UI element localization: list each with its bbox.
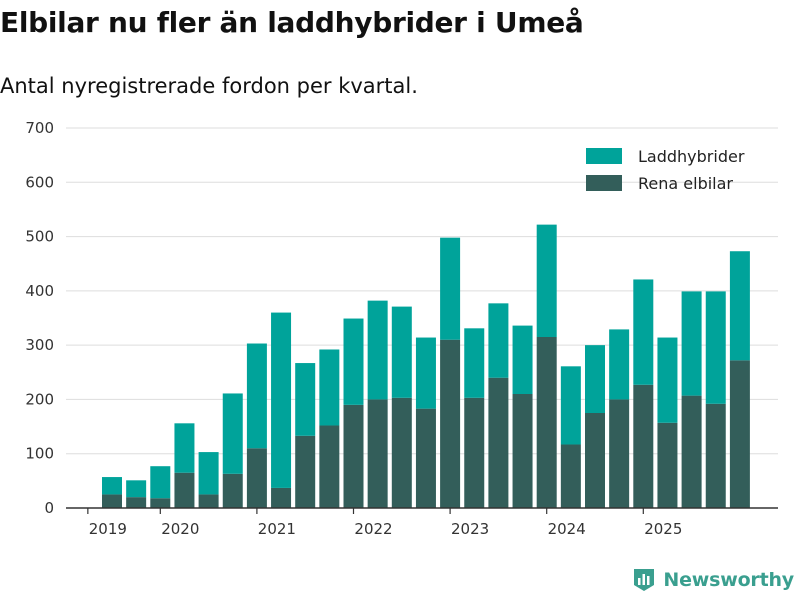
bar-laddhybrider (633, 279, 654, 385)
bar-laddhybrider (367, 300, 388, 400)
bar-rena-elbilar (705, 403, 726, 508)
bar-laddhybrider (198, 452, 219, 495)
bar-laddhybrider (222, 393, 243, 474)
bar-rena-elbilar (102, 494, 122, 508)
brand-name: Newsworthy (663, 569, 794, 591)
x-tick-label: 2024 (548, 520, 586, 538)
newsworthy-logo: Newsworthy (631, 566, 794, 594)
bar-rena-elbilar (367, 399, 388, 508)
x-axis: 2019 2020 2021 2022 2023 2024 2025 (66, 507, 778, 538)
bar-laddhybrider (464, 328, 485, 398)
bar-laddhybrider (150, 466, 171, 499)
x-tick-label: 2025 (644, 520, 682, 538)
bar-rena-elbilar (512, 394, 533, 508)
bar-rena-elbilar (343, 404, 364, 508)
y-tick-label: 500 (25, 228, 54, 246)
bar-rena-elbilar (174, 472, 195, 508)
y-tick-label: 400 (25, 282, 54, 300)
chart-title: Elbilar nu fler än laddhybrider i Umeå (0, 6, 584, 39)
newsworthy-logo-icon (634, 569, 655, 591)
y-axis: 0 100 200 300 400 500 600 700 (25, 119, 54, 517)
y-tick-label: 300 (25, 336, 54, 354)
y-tick-label: 600 (25, 173, 54, 191)
bar-rena-elbilar (729, 360, 750, 508)
bar-rena-elbilar (633, 384, 654, 508)
bar-rena-elbilar (464, 397, 485, 508)
chart-subtitle: Antal nyregistrerade fordon per kvartal. (0, 74, 418, 98)
bars (102, 224, 750, 508)
y-tick-label: 200 (25, 390, 54, 408)
bar-rena-elbilar (609, 399, 630, 508)
bar-rena-elbilar (319, 425, 340, 508)
bar-laddhybrider (729, 251, 750, 361)
bar-laddhybrider (440, 237, 461, 340)
bar-rena-elbilar (440, 339, 461, 508)
legend-label-laddhybrider: Laddhybrider (638, 147, 745, 166)
bar-laddhybrider (246, 343, 267, 449)
bar-laddhybrider (319, 349, 340, 426)
legend: Laddhybrider Rena elbilar (586, 147, 745, 193)
bar-rena-elbilar (246, 448, 267, 508)
bar-laddhybrider (536, 224, 557, 337)
y-tick-label: 100 (25, 445, 54, 463)
x-tick-label: 2020 (161, 520, 199, 538)
bar-laddhybrider (271, 312, 292, 488)
x-tick-label: 2022 (354, 520, 392, 538)
bar-laddhybrider (585, 345, 605, 413)
bar-laddhybrider (102, 477, 122, 495)
x-tick-label: 2019 (89, 520, 127, 538)
y-tick-label: 700 (25, 119, 54, 137)
legend-swatch-rena-elbilar (586, 175, 622, 191)
bar-rena-elbilar (126, 497, 147, 508)
bar-laddhybrider (488, 303, 509, 378)
bar-laddhybrider (295, 363, 316, 436)
bar-laddhybrider (174, 423, 195, 473)
bar-laddhybrider (343, 318, 364, 405)
legend-swatch-laddhybrider (586, 148, 622, 164)
legend-label-rena-elbilar: Rena elbilar (638, 174, 733, 193)
bar-laddhybrider (512, 325, 533, 394)
bar-rena-elbilar (415, 408, 436, 508)
bar-rena-elbilar (657, 422, 678, 508)
bar-laddhybrider (657, 337, 678, 423)
bar-laddhybrider (560, 366, 581, 445)
bar-laddhybrider (609, 329, 630, 400)
bar-rena-elbilar (536, 337, 557, 508)
bar-rena-elbilar (585, 413, 605, 508)
bar-rena-elbilar (488, 377, 509, 508)
bar-rena-elbilar (150, 498, 171, 508)
bar-rena-elbilar (222, 473, 243, 508)
bar-rena-elbilar (391, 397, 412, 508)
bar-rena-elbilar (560, 444, 581, 508)
bar-rena-elbilar (271, 487, 292, 508)
x-tick-label: 2021 (258, 520, 296, 538)
y-tick-label: 0 (44, 499, 54, 517)
x-tick-label: 2023 (451, 520, 489, 538)
bar-rena-elbilar (198, 494, 219, 508)
bar-rena-elbilar (295, 435, 316, 508)
bar-laddhybrider (391, 306, 412, 398)
bar-laddhybrider (705, 291, 726, 404)
bar-laddhybrider (126, 480, 147, 498)
bar-laddhybrider (681, 291, 702, 396)
bar-rena-elbilar (681, 395, 702, 508)
bar-laddhybrider (415, 337, 436, 409)
